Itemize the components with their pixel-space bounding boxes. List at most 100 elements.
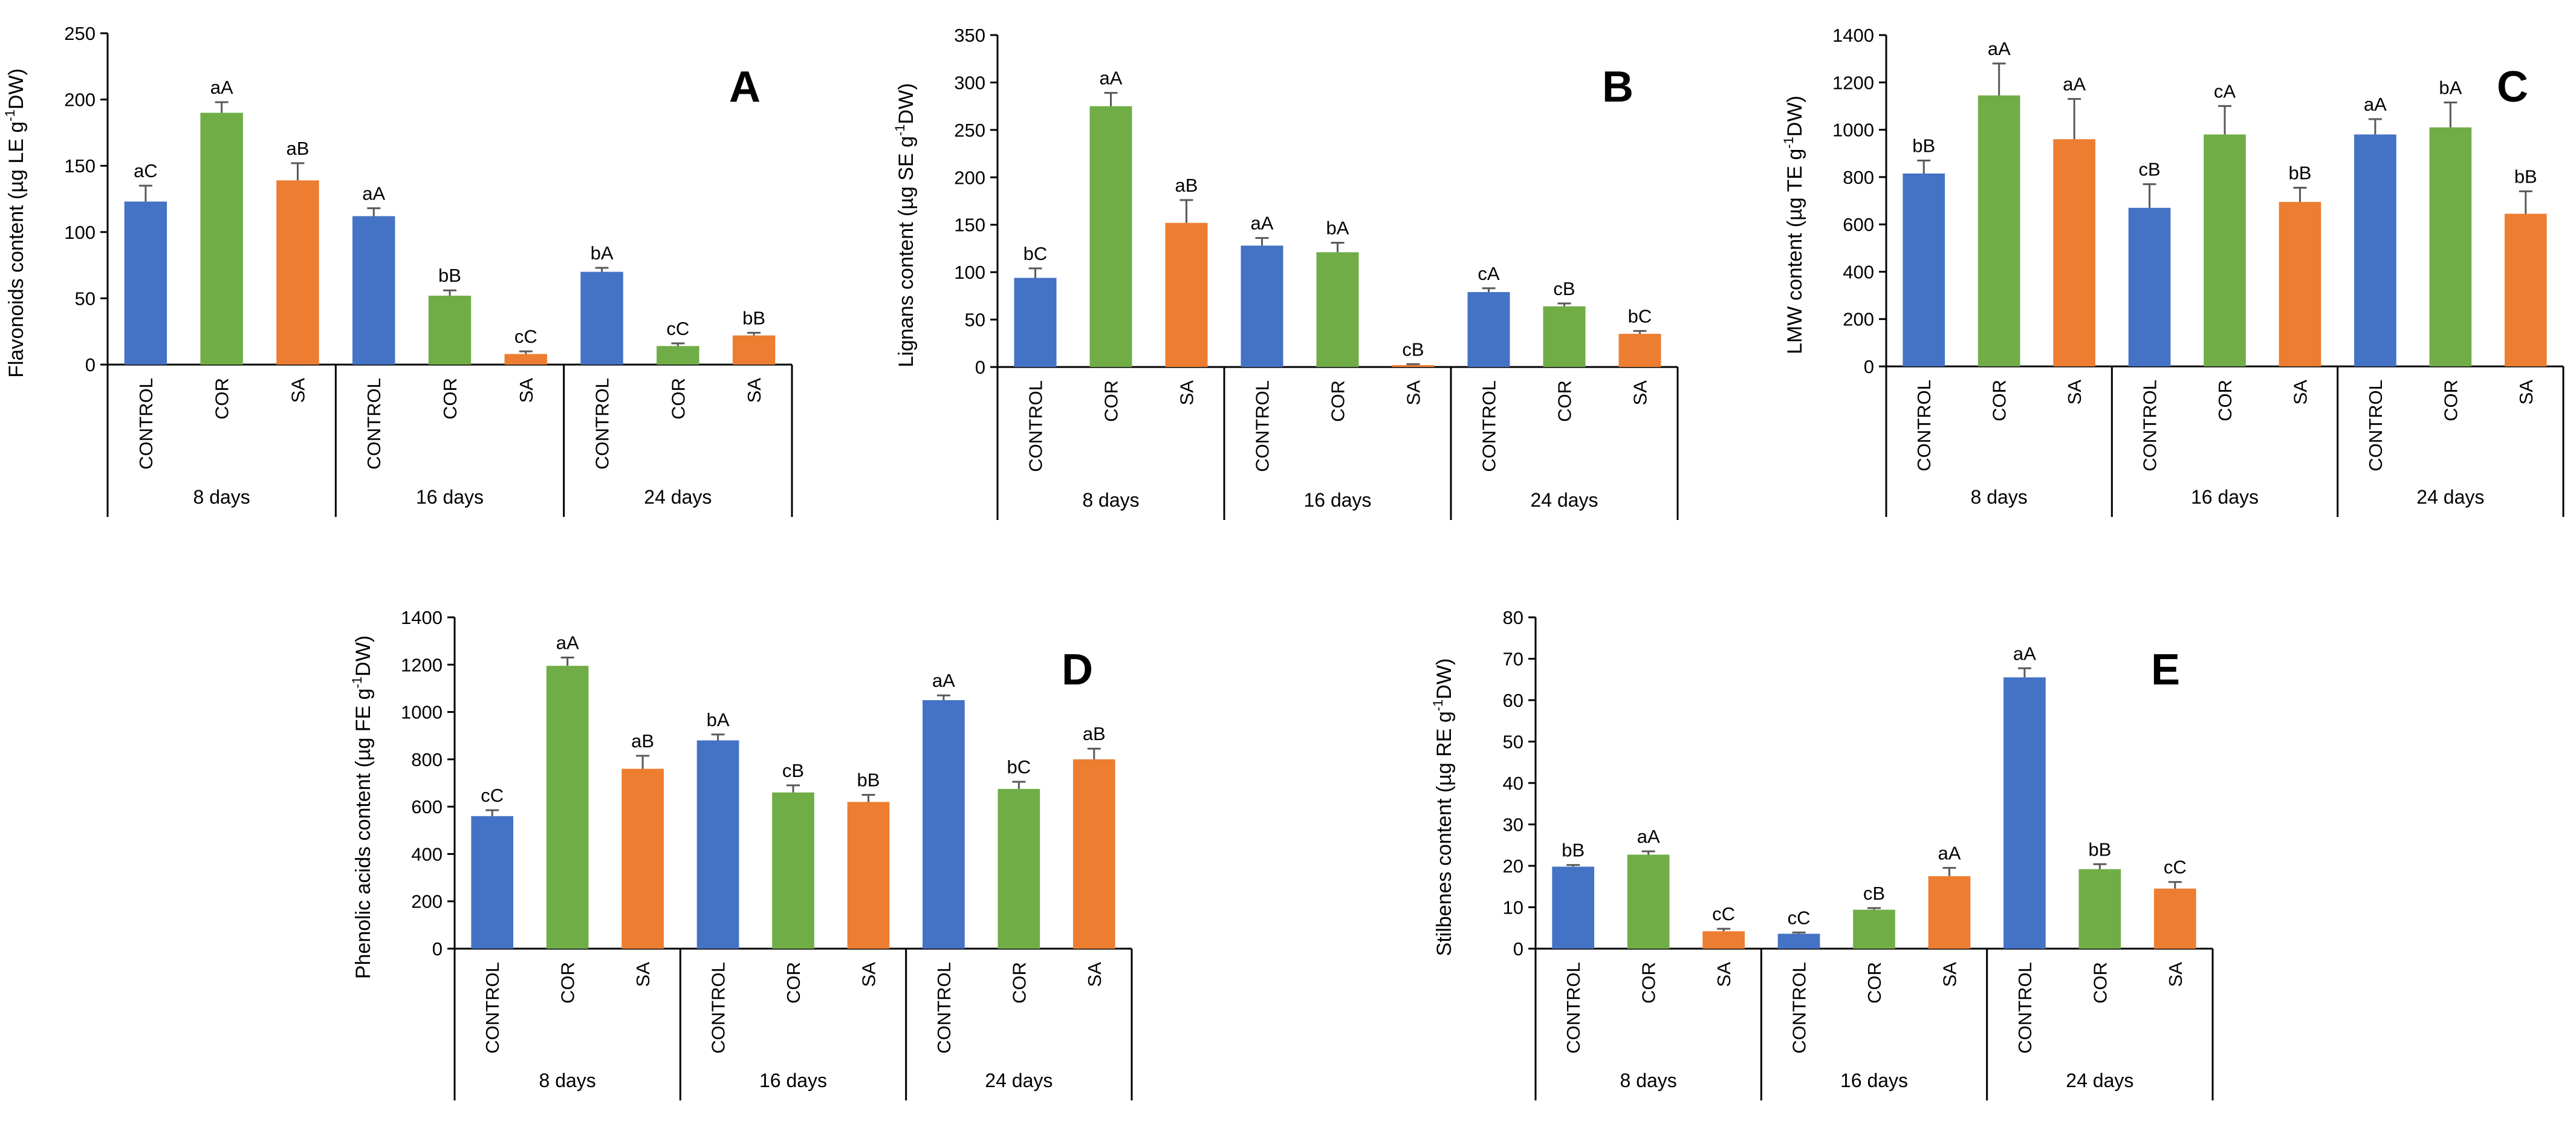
y-tick-label: 80 (1503, 607, 1523, 628)
y-tick-label: 200 (411, 891, 443, 912)
chart-panel-b: 0 50 100 150 200 250 300 350 Lignans content (µg… (892, 25, 1679, 520)
y-tick-label: 1400 (401, 607, 443, 628)
significance-label: aB (286, 138, 309, 159)
bar-sa (2053, 139, 2095, 366)
significance-label: bC (1007, 756, 1031, 778)
significance-label: aA (362, 183, 385, 204)
y-tick-label: 1400 (1832, 25, 1874, 46)
y-tick-label: 400 (411, 843, 443, 865)
group-label: 24 days (1530, 489, 1598, 511)
category-label: COR (2089, 962, 2110, 1004)
panel-letter: D (1062, 646, 1093, 694)
bar-sa (1928, 876, 1971, 949)
panel-letter: C (2497, 63, 2528, 111)
significance-label: bB (2088, 839, 2111, 860)
bar-cor (772, 792, 814, 949)
category-label: COR (783, 962, 804, 1004)
group-label: 24 days (985, 1070, 1053, 1091)
bar-control (352, 216, 395, 365)
bar-control (1014, 278, 1057, 367)
category-label: CONTROL (1563, 962, 1584, 1054)
y-tick-label: 200 (1843, 309, 1874, 330)
bar-cor (1977, 95, 2020, 367)
y-tick-label: 200 (954, 167, 985, 188)
y-tick-label: 1200 (1832, 72, 1874, 93)
category-label: COR (212, 378, 233, 420)
bar-control (2354, 134, 2396, 366)
bar-sa (1392, 365, 1435, 367)
group-label: 16 days (2191, 486, 2259, 508)
category-label: SA (287, 378, 308, 403)
category-label: CONTROL (1025, 380, 1046, 472)
bar-control (580, 271, 623, 365)
bar-cor (546, 666, 589, 949)
category-label: CONTROL (2140, 380, 2161, 472)
y-tick-label: 0 (85, 354, 96, 375)
bar-cor (200, 112, 243, 365)
bar-cor (1853, 909, 1895, 949)
significance-label: aA (932, 670, 955, 691)
y-tick-label: 1200 (401, 654, 443, 675)
significance-label: cB (1553, 278, 1575, 299)
significance-label: aA (210, 77, 233, 98)
category-label: COR (557, 962, 579, 1004)
y-tick-label: 100 (954, 262, 985, 283)
y-tick-label: 250 (64, 23, 96, 44)
y-tick-label: 20 (1503, 856, 1523, 877)
bar-cor (1627, 854, 1670, 949)
significance-label: cB (2138, 159, 2160, 180)
y-tick-label: 70 (1503, 649, 1523, 670)
group-label: 16 days (416, 486, 484, 508)
category-label: CONTROL (933, 962, 955, 1054)
significance-label: aA (1100, 68, 1123, 89)
group-label: 8 days (193, 486, 250, 508)
significance-label: aA (2013, 643, 2036, 664)
y-axis-label: Lignans content (µg SE g-1DW) (892, 83, 918, 367)
significance-label: cA (2214, 80, 2236, 102)
bar-cor (2204, 134, 2246, 366)
y-axis-label: Phenolic acids content (µg FE g-1DW) (349, 635, 375, 979)
category-label: CONTROL (1913, 380, 1935, 472)
y-tick-label: 10 (1503, 897, 1523, 918)
chart-panel-d: 0 200 400 600 800 1000 1200 1400 Phenolic acids … (349, 607, 1133, 1100)
category-label: SA (2064, 380, 2085, 405)
y-tick-label: 800 (411, 749, 443, 770)
y-tick-label: 0 (1513, 938, 1523, 960)
y-tick-label: 50 (1503, 732, 1523, 753)
significance-label: aA (2364, 94, 2387, 115)
y-tick-label: 0 (975, 357, 985, 378)
y-tick-label: 30 (1503, 814, 1523, 836)
bar-sa (1618, 334, 1661, 367)
panel-letter: B (1602, 63, 1634, 111)
bar-sa (732, 335, 776, 365)
y-tick-label: 40 (1503, 773, 1523, 794)
bar-control (2128, 207, 2171, 366)
bar-cor (1316, 252, 1359, 367)
category-label: SA (632, 962, 654, 987)
significance-label: cC (666, 318, 689, 339)
category-label: SA (1403, 380, 1424, 406)
y-tick-label: 100 (64, 222, 96, 243)
significance-label: bB (857, 770, 880, 791)
y-tick-label: 50 (75, 288, 96, 309)
y-axis-label: Stilbenes content (µg RE g-1DW) (1430, 658, 1456, 957)
significance-label: bB (1912, 135, 1935, 156)
bar-sa (1072, 759, 1115, 949)
category-label: CONTROL (363, 378, 384, 470)
y-tick-label: 50 (965, 310, 985, 331)
category-label: SA (2516, 380, 2537, 405)
significance-label: bB (1562, 840, 1585, 861)
category-label: SA (2165, 962, 2186, 987)
bar-control (1552, 866, 1595, 949)
category-label: CONTROL (2014, 962, 2036, 1054)
y-tick-label: 150 (954, 215, 985, 236)
bar-sa (1702, 931, 1745, 949)
significance-label: cC (481, 785, 504, 806)
bar-sa (2504, 213, 2547, 366)
category-label: COR (1101, 380, 1122, 422)
bar-sa (847, 802, 890, 949)
y-axis-label: Flavonoids content (µg LE g-1DW) (2, 68, 28, 378)
y-tick-label: 150 (64, 155, 96, 177)
category-label: SA (1630, 380, 1651, 406)
bar-sa (276, 180, 319, 365)
